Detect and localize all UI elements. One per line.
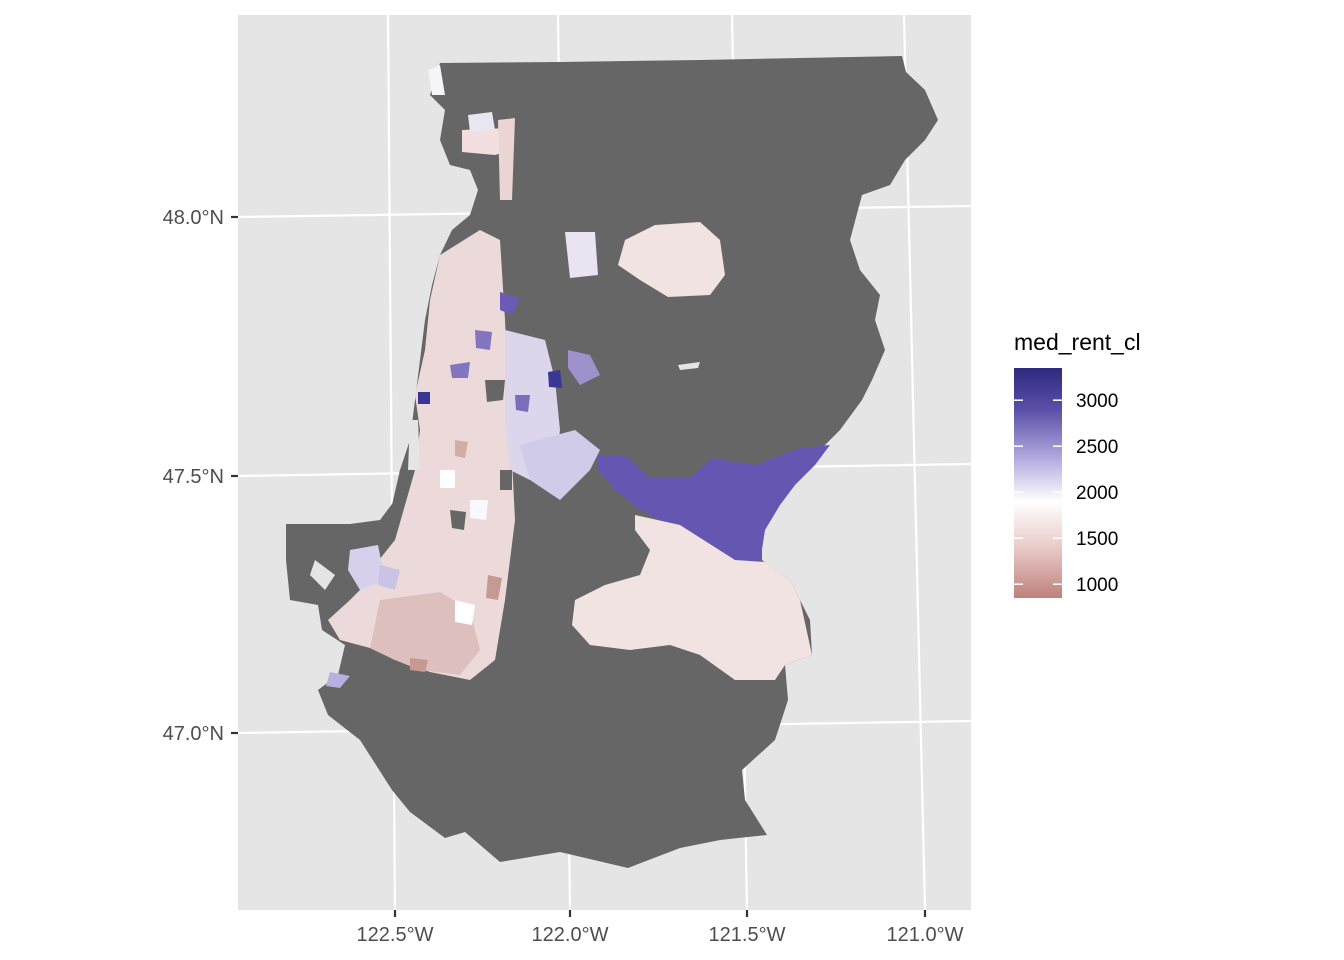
legend-label: 2500: [1076, 437, 1118, 458]
axis-ticks: [231, 215, 927, 917]
tract-white-2: [440, 470, 455, 488]
tract-grey-hole-2: [450, 510, 466, 530]
legend-label: 1500: [1076, 529, 1118, 550]
tract-lavender-5: [378, 565, 400, 590]
x-tick-label: 121.0°W: [887, 924, 964, 946]
tract-north-mid: [565, 232, 598, 278]
tract-red-2: [486, 575, 502, 600]
tract-grey-hole-1: [485, 380, 505, 402]
legend-colorbar: [1014, 368, 1062, 598]
legend-label: 3000: [1076, 391, 1118, 412]
tract-everett-strip: [498, 118, 515, 200]
tract-kitsap-lavender: [348, 545, 385, 590]
tract-purple-1: [500, 292, 520, 315]
tract-tacoma: [370, 592, 480, 675]
tract-north-edge: [428, 65, 445, 95]
tract-large-north: [618, 222, 725, 297]
legend-label: 1000: [1076, 575, 1118, 596]
x-tick-label: 122.0°W: [532, 924, 609, 946]
puget-sound-channel: [408, 420, 420, 470]
tract-grey-hole-3: [500, 470, 512, 490]
tract-sammamish: [520, 430, 600, 500]
tract-large-east: [598, 445, 830, 565]
tract-lavender-6: [326, 672, 350, 688]
tract-white-1: [455, 600, 475, 625]
water-features: [310, 362, 700, 590]
tract-purple-3: [475, 330, 492, 350]
lake-feature: [310, 560, 335, 590]
legend-ticks: 3000 2500 2000 1500 1000: [1014, 391, 1118, 596]
tract-north-white: [468, 112, 495, 132]
colored-tracts: [326, 65, 830, 688]
gridline-lon-121: [902, 14, 927, 911]
tract-white-3: [470, 500, 488, 520]
tract-dark-blue-1: [548, 370, 562, 388]
lake-feature: [678, 362, 700, 370]
tract-issaquah: [568, 350, 600, 385]
tract-red-1: [410, 658, 428, 672]
x-tick-label: 122.5°W: [357, 924, 434, 946]
legend-label: 2000: [1076, 483, 1118, 504]
y-tick-label: 47.5°N: [163, 466, 224, 488]
tract-dark-blue-2: [418, 392, 430, 404]
tract-purple-2: [450, 362, 470, 378]
tract-purple-4: [515, 395, 530, 412]
x-tick-label: 121.5°W: [709, 924, 786, 946]
y-tick-label: 47.0°N: [163, 723, 224, 745]
tract-large-south: [572, 515, 812, 680]
y-tick-label: 48.0°N: [163, 207, 224, 229]
legend-title: med_rent_cl: [1014, 329, 1141, 355]
tract-red-3: [455, 440, 468, 458]
